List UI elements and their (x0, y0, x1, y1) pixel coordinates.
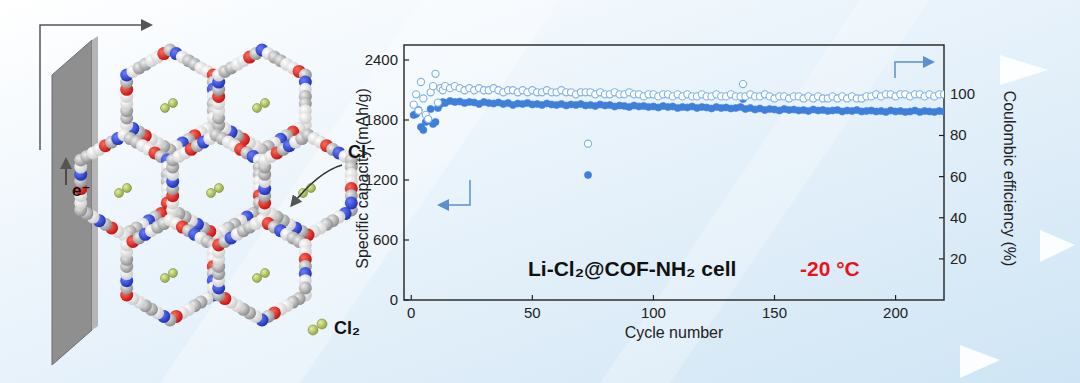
data-point (434, 99, 441, 106)
y-tick-label: 600 (373, 231, 398, 248)
cl2-atom (169, 99, 178, 108)
y2-tick (939, 135, 944, 136)
cl2-atom (253, 274, 262, 283)
atom (299, 281, 312, 294)
data-point (410, 101, 417, 108)
circuit-arrow (40, 25, 150, 150)
cl2-atom (169, 269, 178, 278)
atom (299, 111, 312, 124)
y2-tick-label: 20 (950, 250, 967, 267)
y2-tick-label: 60 (950, 168, 967, 185)
figure: e⁻Cl⁻Cl₂05010015020006001200180024002040… (0, 0, 1080, 383)
deco-triangle (960, 345, 1000, 378)
cl2-atom (207, 189, 216, 198)
cl2-atom (253, 104, 262, 113)
electron-arrow (65, 160, 67, 185)
y-tick (404, 179, 409, 180)
data-point (940, 108, 944, 115)
temperature-label: -20 °C (800, 257, 860, 280)
data-point (417, 78, 424, 85)
x-tick-label: 100 (641, 304, 666, 321)
background (0, 0, 1080, 383)
y-tick (404, 119, 409, 120)
y-tick (404, 239, 409, 240)
cl2-atom (123, 184, 132, 193)
axis-pointer (895, 62, 932, 78)
x-tick (653, 295, 654, 300)
cl2-atom (215, 184, 224, 193)
x-tick-label: 150 (762, 304, 787, 321)
data-point (420, 126, 427, 133)
cl2-atom (115, 189, 124, 198)
y-tick-label: 0 (390, 291, 398, 308)
cl2-atom (261, 269, 270, 278)
data-point (420, 95, 427, 102)
series-1 (410, 70, 944, 147)
x-tick-label: 50 (524, 304, 541, 321)
streak (160, 0, 560, 383)
electrode-edge (92, 36, 98, 330)
y2-tick-label: 40 (950, 209, 967, 226)
x-axis-label: Cycle number (625, 324, 724, 341)
x-tick-label: 0 (407, 304, 415, 321)
deco-triangle (1000, 55, 1048, 85)
data-group (410, 70, 944, 178)
y-tick-label: 2400 (365, 51, 398, 68)
data-point (432, 70, 439, 77)
cell-label: Li-Cl₂@COF-NH₂ cell (528, 257, 736, 280)
x-tick (532, 295, 533, 300)
chloride-arrow (292, 165, 342, 205)
y2-axis-label: Coulombic efficiency (%) (1001, 91, 1018, 267)
cl2-atom (261, 99, 270, 108)
deco-triangle (1040, 230, 1075, 262)
cl2-atom (161, 274, 170, 283)
data-point (429, 83, 436, 90)
data-point (584, 171, 591, 178)
y-tick (404, 59, 409, 60)
streak (600, 0, 930, 383)
axes: 050100150200060012001800240020406080100 (365, 45, 975, 321)
x-tick (895, 295, 896, 300)
y2-tick (939, 217, 944, 218)
schematic (40, 25, 358, 365)
series-0 (410, 95, 944, 178)
data-point (415, 107, 422, 114)
electron-label: e⁻ (72, 181, 90, 200)
y-axis-label: Specific capacity (mAh/g) (354, 88, 371, 269)
y2-tick (939, 258, 944, 259)
cl2-label: Cl₂ (334, 318, 360, 338)
data-point (432, 118, 439, 125)
x-tick (411, 295, 412, 300)
x-tick (774, 295, 775, 300)
cl2-legend-atom (308, 325, 318, 335)
y2-tick (939, 176, 944, 177)
plot-frame (404, 45, 944, 300)
data-point (584, 140, 591, 147)
data-point (940, 91, 944, 98)
data-point (739, 80, 746, 87)
y2-tick-label: 100 (950, 85, 975, 102)
electrode (52, 40, 92, 365)
cl2-atom (161, 104, 170, 113)
data-point (413, 91, 420, 98)
cl2-legend-atom (317, 319, 327, 329)
axis-pointer (440, 180, 470, 205)
y2-tick-label: 80 (950, 126, 967, 143)
data-point (425, 115, 432, 122)
x-tick-label: 200 (883, 304, 908, 321)
